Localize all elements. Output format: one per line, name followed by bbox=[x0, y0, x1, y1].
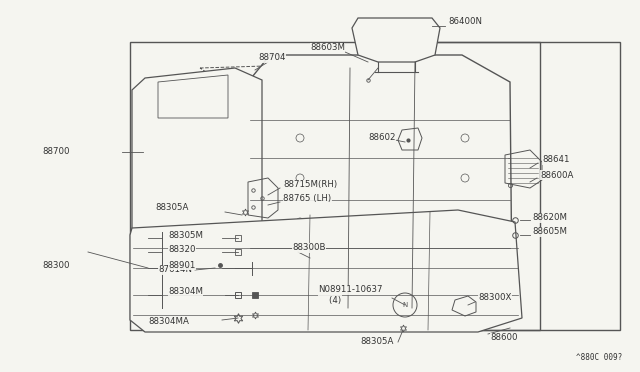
Text: 88305M: 88305M bbox=[168, 231, 203, 240]
Text: 88700: 88700 bbox=[42, 148, 70, 157]
Text: 88300X: 88300X bbox=[478, 294, 511, 302]
Polygon shape bbox=[352, 18, 440, 62]
Text: 88320: 88320 bbox=[168, 246, 195, 254]
Text: 88304M: 88304M bbox=[168, 288, 203, 296]
Text: 88600: 88600 bbox=[490, 334, 518, 343]
Text: 88715M(RH): 88715M(RH) bbox=[283, 180, 337, 189]
Text: (4): (4) bbox=[318, 295, 341, 305]
Text: 88901: 88901 bbox=[168, 260, 195, 269]
Text: 88300: 88300 bbox=[42, 260, 70, 269]
Text: 88600A: 88600A bbox=[540, 170, 573, 180]
Text: N08911-10637: N08911-10637 bbox=[318, 285, 383, 295]
Text: 88620M: 88620M bbox=[532, 214, 567, 222]
Text: 88603M: 88603M bbox=[310, 44, 345, 52]
Text: 88305A: 88305A bbox=[360, 337, 394, 346]
Text: 88765 (LH): 88765 (LH) bbox=[283, 193, 331, 202]
Text: ^880C 009?: ^880C 009? bbox=[576, 353, 622, 362]
Text: 88704: 88704 bbox=[258, 54, 285, 62]
Text: N: N bbox=[403, 302, 408, 308]
Text: 86400N: 86400N bbox=[448, 17, 482, 26]
Polygon shape bbox=[130, 210, 522, 332]
Text: 88605M: 88605M bbox=[532, 228, 567, 237]
Text: 88602: 88602 bbox=[368, 132, 396, 141]
Text: 88304MA: 88304MA bbox=[148, 317, 189, 327]
Text: 88305A: 88305A bbox=[155, 203, 188, 212]
Text: 87614N: 87614N bbox=[158, 266, 192, 275]
Text: 88300B: 88300B bbox=[292, 244, 326, 253]
Polygon shape bbox=[248, 55, 512, 318]
Text: 88641: 88641 bbox=[542, 155, 570, 164]
Polygon shape bbox=[132, 68, 262, 255]
